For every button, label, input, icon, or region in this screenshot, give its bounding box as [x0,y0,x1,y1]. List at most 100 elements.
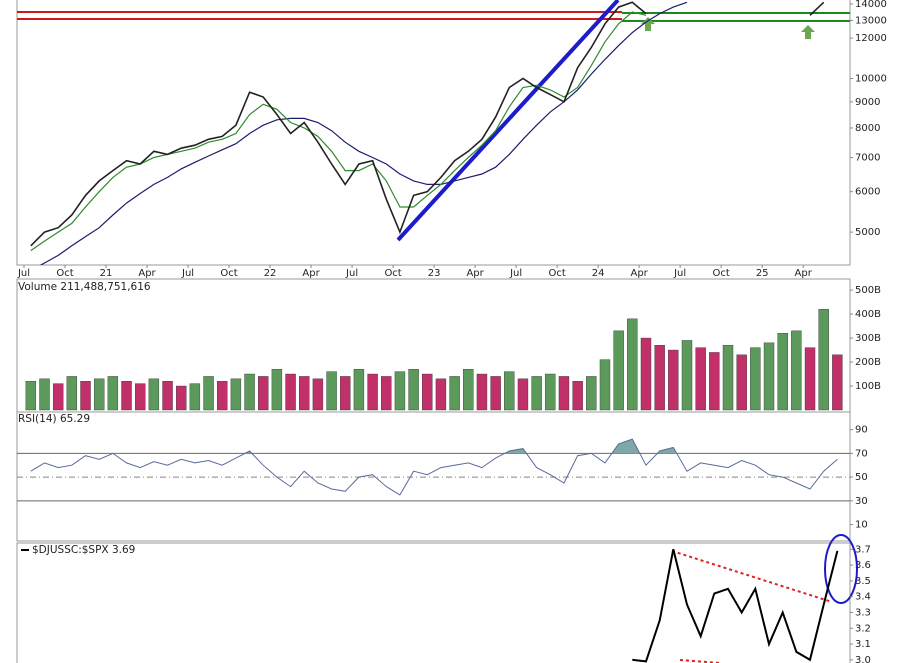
y-tick-label: 100B [855,381,881,392]
volume-bar [148,378,160,411]
volume-bar [722,345,734,411]
y-tick-label: 400B [855,309,881,320]
rsi-overbought-fill [30,439,838,454]
x-tick-label: Oct [548,268,565,279]
x-tick-label: 24 [592,268,605,279]
y-tick-label: 6000 [855,187,880,198]
volume-bar [25,381,37,411]
y-tick-label: 3.3 [855,607,871,618]
volume-bar [736,354,747,411]
volume-bar [763,342,775,411]
y-tick-label: 3.7 [855,544,871,555]
volume-bar [422,373,433,411]
volume-bar [381,376,392,411]
x-tick-label: Apr [795,268,813,279]
volume-bar [613,330,624,411]
volume-bar [66,376,78,411]
y-tick-label: 3.5 [855,576,871,587]
volume-bar [367,373,378,411]
ratio-title: $DJUSSC:$SPX 3.69 [32,544,135,556]
volume-bar [517,378,529,411]
x-tick-label: Apr [630,268,648,279]
volume-bar [599,359,611,411]
x-tick-label: Jul [345,268,358,279]
volume-title: Volume 211,488,751,616 [18,281,151,293]
volume-bar [476,373,488,411]
x-tick-label: 25 [756,268,769,279]
volume-bar [134,383,146,411]
line [632,549,839,663]
volume-bar [681,340,693,411]
x-tick-label: Oct [220,268,237,279]
y-tick-label: 9000 [855,97,880,108]
volume-bar [326,371,337,411]
volume-bar [408,369,419,411]
volume-bar [545,373,556,411]
volume-bar [818,309,829,411]
x-tick-label: 22 [264,268,277,279]
y-tick-label: 13000 [855,15,887,26]
volume-bar [285,373,296,411]
volume-bar [39,378,50,411]
volume-bar [52,383,64,411]
x-tick-label: Jul [509,268,522,279]
line [30,11,647,252]
x-tick-label: Oct [56,268,73,279]
volume-bar [531,376,542,411]
volume-bar [490,376,501,411]
y-tick-label: 8000 [855,123,880,134]
x-tick-label: Jul [673,268,686,279]
volume-bar [121,381,132,411]
x-tick-label: 21 [100,268,113,279]
x-tick-label: Apr [138,268,156,279]
line [30,438,838,496]
x-tick-label: Apr [466,268,484,279]
volume-bar [80,381,91,411]
y-tick-label: 300B [855,333,881,344]
y-tick-label: 3.2 [855,623,871,634]
volume-bar [435,378,447,411]
volume-bar [463,369,474,411]
x-tick-label: 23 [428,268,441,279]
annotations [17,0,858,663]
y-tick-label: 10000 [855,73,887,84]
x-tick-label: Jul [17,268,30,279]
volume-bar [217,381,228,411]
x-tick-label: Jul [181,268,194,279]
volume-bar [627,318,638,411]
volume-bar [709,352,720,411]
volume-bar [558,376,570,411]
volume-bar [654,345,665,411]
y-tick-label: 7000 [855,153,880,164]
y-tick-label: 10 [855,520,868,531]
panel-frames [16,0,851,663]
volume-bar [572,381,583,411]
line [30,1,825,247]
volume-bar [107,376,119,411]
y-tick-label: 14000 [855,0,887,10]
volume-bar [93,378,105,411]
volume-bar [353,369,365,411]
line [39,1,688,265]
x-tick-label: Oct [384,268,401,279]
y-tick-label: 200B [855,357,881,368]
volume-bar [394,371,406,411]
y-tick-label: 50 [855,472,868,483]
volume-bar [804,347,816,411]
volume-bar [244,373,255,411]
volume-bar [668,349,679,411]
volume-bar [586,376,597,411]
volume-bar [299,376,310,411]
y-tick-label: 30 [855,496,868,507]
volume-bar [504,371,515,411]
y-tick-label: 3.4 [855,592,871,603]
volume-bar [449,376,460,411]
y-tick-label: 12000 [855,33,887,44]
volume-bar [695,347,706,411]
y-tick-label: 90 [855,425,868,436]
volume-bar [271,369,283,411]
volume-bar [176,385,187,411]
y-tick-label: 3.6 [855,560,871,571]
volume-bar [189,383,201,411]
